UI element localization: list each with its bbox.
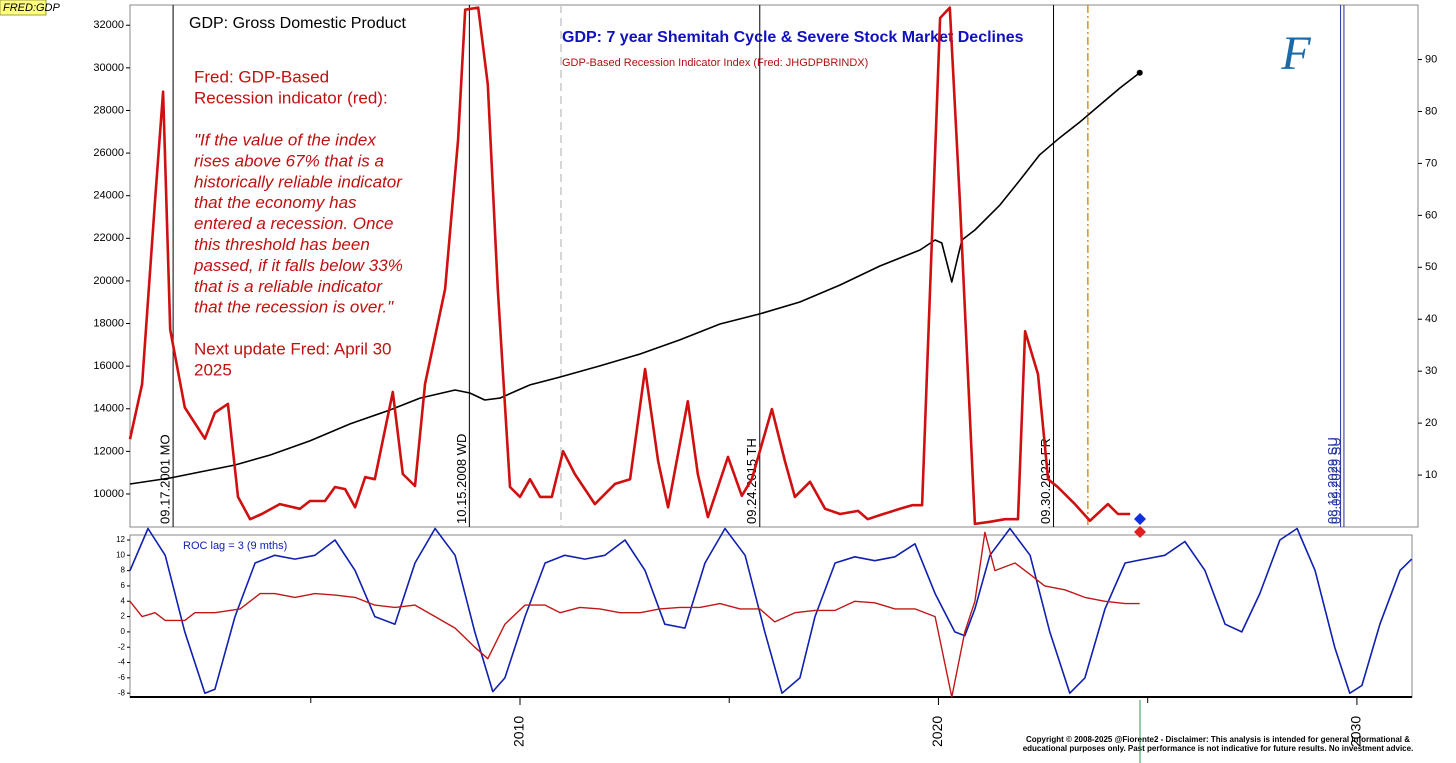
line-series bbox=[128, 6, 1131, 526]
annotation: rises above 67% that is a bbox=[194, 151, 384, 170]
y-tick-label: 0 bbox=[121, 627, 126, 636]
legend-roc: ROC lag = 3 (9 mths) bbox=[183, 540, 287, 552]
y-tick-label: 6 bbox=[121, 581, 126, 590]
legend-gdp: GDP: Gross Domestic Product bbox=[189, 15, 407, 32]
y-tick-label: 20000 bbox=[93, 275, 124, 287]
y-tick-label: -8 bbox=[118, 688, 126, 697]
annotation: entered a recession. Once bbox=[194, 214, 393, 233]
y-tick-label: 2 bbox=[121, 612, 126, 621]
y-tick-label: 12 bbox=[116, 535, 125, 544]
y-tick-label: -4 bbox=[118, 658, 126, 667]
y2-tick-label: 40 bbox=[1425, 313, 1437, 325]
y-tick-label: 10000 bbox=[93, 488, 124, 500]
annotation: this threshold has been bbox=[194, 235, 370, 254]
y-tick-label: 14000 bbox=[93, 403, 124, 415]
marker-diamond bbox=[1134, 526, 1146, 538]
y-tick-label: 32000 bbox=[93, 19, 124, 31]
event-label: 08.12.2029 SU bbox=[1325, 437, 1340, 524]
annotation: that the economy has bbox=[194, 193, 357, 212]
annotation: Recession indicator (red): bbox=[194, 88, 388, 107]
y-tick-label: 18000 bbox=[93, 317, 124, 329]
event-label: 10.15.2008 WD bbox=[454, 434, 469, 524]
legend-recession: GDP-Based Recession Indicator Index (Fre… bbox=[562, 57, 868, 69]
y-tick-label: 24000 bbox=[93, 190, 124, 202]
y-tick-label: 16000 bbox=[93, 360, 124, 372]
y2-tick-label: 60 bbox=[1425, 209, 1437, 221]
annotation: Fred: GDP-Based bbox=[194, 67, 329, 86]
y2-tick-label: 70 bbox=[1425, 157, 1437, 169]
chart-title: GDP: 7 year Shemitah Cycle & Severe Stoc… bbox=[562, 29, 1024, 46]
y-tick-label: -6 bbox=[118, 673, 126, 682]
y-tick-label: 28000 bbox=[93, 104, 124, 116]
annotation: that is a reliable indicator bbox=[194, 277, 383, 296]
y-tick-label: 4 bbox=[121, 596, 126, 605]
y-tick-label: 26000 bbox=[93, 147, 124, 159]
y-tick-label: 12000 bbox=[93, 445, 124, 457]
y-tick-label: -2 bbox=[118, 642, 126, 651]
copyright: educational purposes only. Past performa… bbox=[1023, 744, 1414, 753]
event-label: 09.30.2022 FR bbox=[1038, 438, 1053, 524]
end-point bbox=[1136, 69, 1143, 76]
x-tick-label: 2020 bbox=[929, 716, 945, 747]
line-series bbox=[129, 527, 1413, 694]
line-series bbox=[129, 531, 1140, 698]
main-frame bbox=[129, 4, 1419, 528]
logo: F bbox=[1280, 27, 1311, 80]
y-tick-label: 8 bbox=[121, 566, 126, 575]
y2-tick-label: 90 bbox=[1425, 53, 1437, 65]
x-tick-label: 2010 bbox=[511, 716, 527, 747]
y2-tick-label: 10 bbox=[1425, 469, 1437, 481]
event-label: 09.09.2029 SU bbox=[1328, 437, 1343, 524]
y2-tick-label: 30 bbox=[1425, 365, 1437, 377]
y-tick-label: 22000 bbox=[93, 232, 124, 244]
badge: FRED:GDP bbox=[3, 2, 61, 14]
line-series bbox=[129, 72, 1141, 485]
y2-tick-label: 50 bbox=[1425, 261, 1437, 273]
annotation: historically reliable indicator bbox=[194, 172, 403, 191]
annotation: Next update Fred: April 30 bbox=[194, 339, 392, 358]
y-tick-label: 30000 bbox=[93, 62, 124, 74]
x-tick-label: 2030 bbox=[1348, 716, 1364, 747]
annotation: passed, if it falls below 33% bbox=[193, 256, 403, 275]
annotation: that the recession is over." bbox=[194, 298, 394, 317]
badge-box bbox=[0, 0, 47, 16]
y2-tick-label: 80 bbox=[1425, 105, 1437, 117]
y-tick-label: 10 bbox=[116, 550, 125, 559]
y2-tick-label: 20 bbox=[1425, 417, 1437, 429]
copyright: Copyright © 2008-2025 @Fiorente2 - Discl… bbox=[1026, 735, 1410, 744]
marker-diamond bbox=[1134, 513, 1146, 525]
annotation: "If the value of the index bbox=[194, 130, 376, 149]
annotation: 2025 bbox=[194, 360, 232, 379]
